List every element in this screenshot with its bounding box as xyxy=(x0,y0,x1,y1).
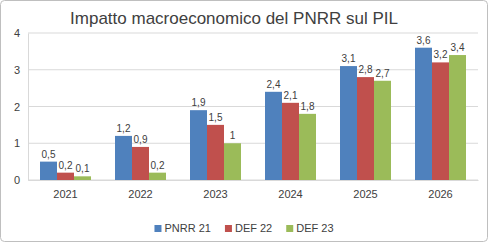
y-axis-line xyxy=(28,34,29,181)
x-tick: 2024 xyxy=(278,180,302,200)
x-tick-label: 2023 xyxy=(203,188,227,200)
bar-series xyxy=(74,55,466,180)
y-tick: 4 xyxy=(14,27,28,39)
bar xyxy=(57,173,74,180)
legend-item: DEF 22 xyxy=(225,222,272,234)
bar xyxy=(149,173,166,180)
plot: 0 1 2 3 4 2021 2022 2023 2024 2025 2026 0,5 1,2 1,9 2,… xyxy=(14,27,479,200)
bar xyxy=(449,55,466,180)
legend: PNRR 21 DEF 22 DEF 23 xyxy=(154,222,333,234)
y-tick: 2 xyxy=(14,101,28,113)
data-label: 0,2 xyxy=(59,160,73,171)
y-tick: 1 xyxy=(14,137,28,149)
data-label: 0,9 xyxy=(134,134,148,145)
bar xyxy=(299,114,316,180)
data-labels: 0,51,21,92,43,13,60,20,91,52,12,83,20,10… xyxy=(42,35,465,175)
data-label: 3,2 xyxy=(434,49,448,60)
grid-line xyxy=(28,69,478,70)
title: Impatto macroeconomico del PNRR sul PIL xyxy=(70,9,398,28)
data-label: 2,8 xyxy=(359,64,373,75)
bar xyxy=(115,136,132,180)
y-tick-label: 0 xyxy=(14,174,20,186)
bar xyxy=(374,81,391,180)
data-label: 2,7 xyxy=(376,68,390,79)
y-tick-label: 2 xyxy=(14,101,20,113)
data-label: 1,2 xyxy=(117,123,131,134)
y-tick-label: 4 xyxy=(14,27,20,39)
bar xyxy=(357,77,374,180)
legend-swatch xyxy=(286,225,293,232)
x-tick-label: 2022 xyxy=(128,188,152,200)
legend-label: DEF 22 xyxy=(235,222,272,234)
data-label: 3,4 xyxy=(451,42,465,53)
chart-frame xyxy=(1,1,488,242)
data-label: 2,4 xyxy=(267,79,281,90)
data-label: 3,1 xyxy=(342,53,356,64)
bar xyxy=(265,92,282,180)
data-label: 1 xyxy=(230,130,236,141)
bar xyxy=(224,143,241,180)
data-label: 3,6 xyxy=(417,35,431,46)
x-axis-line xyxy=(29,180,479,181)
x-tick: 2023 xyxy=(203,180,227,200)
legend-item: PNRR 21 xyxy=(154,222,210,234)
x-tick-label: 2021 xyxy=(53,188,77,200)
x-tick: 2021 xyxy=(53,180,77,200)
y-tick-label: 1 xyxy=(14,137,20,149)
bar xyxy=(415,48,432,180)
x-tick-label: 2026 xyxy=(428,188,452,200)
grid-line xyxy=(28,180,478,181)
data-label: 0,5 xyxy=(42,149,56,160)
grid-line xyxy=(28,106,478,107)
grid-line xyxy=(28,143,478,144)
bar xyxy=(340,66,357,180)
data-label: 1,8 xyxy=(301,101,315,112)
legend-item: DEF 23 xyxy=(286,222,333,234)
x-tick-label: 2025 xyxy=(353,188,377,200)
legend-label: DEF 23 xyxy=(296,222,333,234)
chart: 0 1 2 3 4 2021 2022 2023 2024 2025 2026 0,5 1,2 1,9 2,… xyxy=(0,0,488,242)
bar xyxy=(132,147,149,180)
x-tick: 2022 xyxy=(128,180,152,200)
grid-line xyxy=(28,33,478,34)
legend-label: PNRR 21 xyxy=(164,222,210,234)
x-tick-label: 2024 xyxy=(278,188,302,200)
legend-swatch xyxy=(154,225,161,232)
data-label: 0,2 xyxy=(151,160,165,171)
x-axis: 2021 2022 2023 2024 2025 2026 xyxy=(29,180,479,200)
data-label: 1,9 xyxy=(192,97,206,108)
bar-series xyxy=(57,62,449,180)
grid xyxy=(28,33,478,180)
x-tick: 2026 xyxy=(428,180,452,200)
y-tick: 3 xyxy=(14,64,28,76)
data-label: 2,1 xyxy=(284,90,298,101)
legend-swatch xyxy=(225,225,232,232)
bar-series xyxy=(40,48,432,180)
bar xyxy=(207,125,224,180)
x-tick: 2025 xyxy=(353,180,377,200)
bar xyxy=(282,103,299,180)
data-label: 0,1 xyxy=(76,163,90,174)
y-tick: 0 xyxy=(14,174,28,186)
bar xyxy=(74,176,91,180)
y-axis: 0 1 2 3 4 xyxy=(14,27,29,186)
bar xyxy=(432,62,449,180)
bar xyxy=(40,162,57,180)
bar xyxy=(190,110,207,180)
y-tick-label: 3 xyxy=(14,64,20,76)
bars xyxy=(40,48,466,180)
data-label: 1,5 xyxy=(209,112,223,123)
